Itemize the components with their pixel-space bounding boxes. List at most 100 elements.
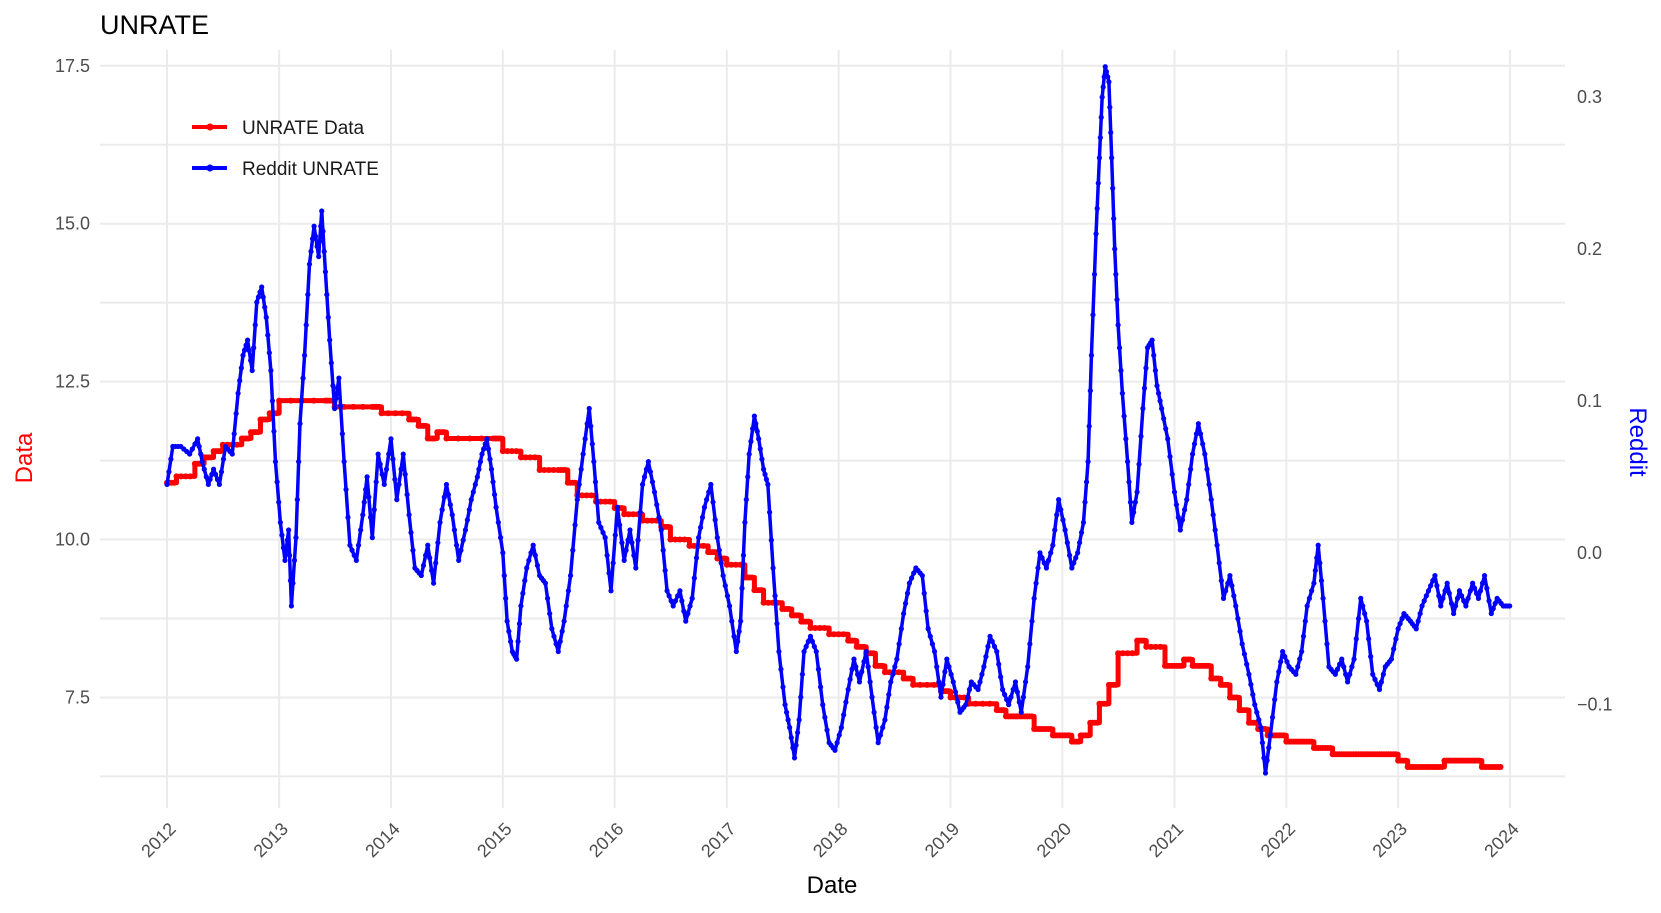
reddit-unrate-point xyxy=(319,208,325,214)
reddit-unrate-point xyxy=(1058,507,1064,513)
reddit-unrate-point xyxy=(398,466,404,472)
reddit-unrate-point xyxy=(596,519,602,526)
reddit-unrate-point xyxy=(1465,595,1471,601)
reddit-unrate-point xyxy=(627,527,633,533)
reddit-unrate-point xyxy=(243,342,249,348)
reddit-unrate-point xyxy=(787,724,793,731)
reddit-unrate-point xyxy=(1248,681,1254,688)
reddit-unrate-point xyxy=(472,481,478,488)
reddit-unrate-point xyxy=(1349,664,1355,670)
reddit-unrate-point xyxy=(231,431,237,437)
unrate-data-point xyxy=(602,498,609,505)
reddit-unrate-point xyxy=(1252,702,1258,708)
reddit-unrate-point xyxy=(445,491,451,498)
reddit-unrate-point xyxy=(314,243,320,250)
reddit-unrate-point xyxy=(1341,664,1347,670)
reddit-unrate-point xyxy=(339,431,345,437)
reddit-unrate-point xyxy=(1006,702,1012,708)
reddit-unrate-point xyxy=(871,709,877,715)
x-tick-label: 2015 xyxy=(473,819,515,861)
unrate-data-point xyxy=(860,643,867,650)
reddit-unrate-point xyxy=(1254,709,1260,715)
unrate-data-point xyxy=(805,618,812,625)
unrate-data-point xyxy=(1094,719,1101,726)
reddit-unrate-point xyxy=(1233,603,1239,609)
reddit-unrate-point xyxy=(1363,618,1370,624)
reddit-unrate-point xyxy=(251,345,257,351)
reddit-unrate-point xyxy=(643,466,650,472)
reddit-unrate-point xyxy=(759,456,765,462)
reddit-unrate-point xyxy=(1507,603,1513,609)
unrate-data-point xyxy=(1262,726,1269,733)
reddit-unrate-point xyxy=(1324,641,1330,647)
unrate-data-point xyxy=(1084,732,1091,739)
unrate-data-point xyxy=(273,410,280,417)
reddit-unrate-point xyxy=(474,474,480,480)
unrate-data-point xyxy=(1402,757,1409,764)
reddit-unrate-point xyxy=(1210,512,1216,518)
reddit-unrate-point xyxy=(1278,659,1284,665)
reddit-unrate-point xyxy=(1306,595,1313,601)
reddit-unrate-point xyxy=(1378,679,1385,685)
unrate-data-point xyxy=(1392,751,1399,758)
unrate-data-point xyxy=(979,700,986,707)
reddit-unrate-point xyxy=(1152,367,1158,374)
reddit-unrate-point xyxy=(645,459,651,465)
reddit-unrate-point xyxy=(488,466,495,472)
reddit-unrate-point xyxy=(760,466,767,472)
reddit-unrate-point xyxy=(934,664,940,670)
unrate-data-point xyxy=(497,435,504,442)
reddit-unrate-point xyxy=(1149,337,1155,343)
reddit-unrate-point xyxy=(736,628,742,634)
reddit-unrate-point xyxy=(532,552,538,558)
reddit-unrate-point xyxy=(425,542,431,548)
reddit-unrate-point xyxy=(594,499,600,505)
reddit-unrate-point xyxy=(1374,681,1380,688)
reddit-unrate-point xyxy=(321,248,327,255)
reddit-unrate-point xyxy=(233,410,239,417)
reddit-unrate-point xyxy=(1250,691,1256,698)
unrate-data-point xyxy=(422,422,429,429)
unrate-data-point xyxy=(541,467,548,474)
reddit-unrate-point xyxy=(901,610,907,617)
reddit-unrate-point xyxy=(822,714,828,720)
reddit-unrate-point xyxy=(327,337,333,343)
unrate-data-point xyxy=(907,675,914,682)
reddit-unrate-point xyxy=(481,446,487,452)
reddit-unrate-point xyxy=(333,395,339,401)
reddit-unrate-point xyxy=(1246,671,1252,677)
unrate-data-point xyxy=(765,599,772,606)
reddit-unrate-point xyxy=(451,527,458,533)
reddit-unrate-point xyxy=(1106,79,1112,85)
reddit-unrate-point xyxy=(1486,598,1492,604)
reddit-unrate-point xyxy=(260,294,266,300)
x-axis-ticks: 2012 2013 2014 2015 2016 2017 2018 2019 2020 2021… xyxy=(137,819,1522,861)
reddit-unrate-point xyxy=(708,481,714,488)
unrate-data-point xyxy=(972,700,979,707)
reddit-unrate-point xyxy=(547,610,553,617)
unrate-data-point xyxy=(758,587,765,594)
reddit-unrate-point xyxy=(549,626,555,632)
reddit-unrate-point xyxy=(1284,659,1290,665)
reddit-unrate-point xyxy=(464,517,470,523)
unrate-data-point xyxy=(583,492,590,499)
reddit-unrate-point xyxy=(1484,585,1490,591)
reddit-unrate-point xyxy=(796,717,802,723)
reddit-unrate-point xyxy=(1073,555,1079,561)
reddit-unrate-point xyxy=(1337,661,1343,667)
reddit-unrate-point xyxy=(1304,603,1310,609)
reddit-unrate-point xyxy=(1099,94,1105,100)
reddit-unrate-point xyxy=(1218,578,1224,584)
unrate-data-point xyxy=(795,612,802,619)
reddit-unrate-point xyxy=(311,223,317,229)
left-tick-label: 15.0 xyxy=(55,214,90,234)
reddit-unrate-point xyxy=(205,481,211,488)
reddit-unrate-point xyxy=(1214,542,1220,548)
reddit-unrate-point xyxy=(1031,595,1037,601)
legend-marker-unrate-data xyxy=(206,123,214,131)
reddit-unrate-point xyxy=(300,375,306,381)
legend-item-unrate-data: UNRATE Data xyxy=(192,118,365,139)
reddit-unrate-point xyxy=(1225,580,1231,586)
reddit-unrate-point xyxy=(373,479,379,485)
x-tick-label: 2021 xyxy=(1145,819,1187,861)
